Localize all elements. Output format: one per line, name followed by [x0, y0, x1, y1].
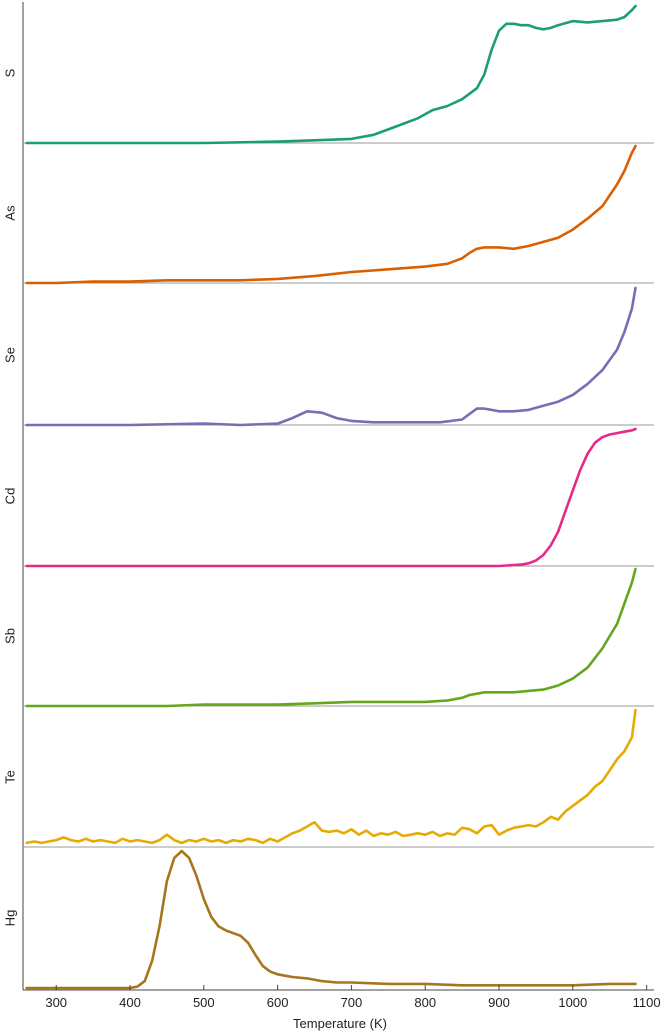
x-axis-label: Temperature (K) — [293, 1016, 387, 1031]
panel-as: As — [2, 144, 654, 285]
series-line-te — [25, 708, 637, 845]
x-axis: 300 400 500 600 700 800 900 1000 1100 — [23, 985, 661, 1010]
x-tick-label: 600 — [267, 995, 289, 1010]
panel-sb: Sb — [2, 567, 654, 708]
series-line-s — [25, 4, 637, 145]
series-label-te: Te — [2, 770, 17, 784]
series-label-as: As — [2, 205, 17, 221]
x-tick-label: 500 — [193, 995, 215, 1010]
x-tick-label: 400 — [119, 995, 141, 1010]
series-label-cd: Cd — [2, 488, 17, 505]
series-line-cd — [25, 427, 637, 568]
series-line-se — [25, 286, 637, 427]
x-tick-label: 1100 — [633, 995, 661, 1010]
x-tick-label: 1000 — [558, 995, 587, 1010]
panel-te: Te — [2, 708, 654, 848]
panel-s: S — [2, 4, 654, 145]
series-label-s: S — [2, 68, 17, 77]
x-tick-label: 900 — [488, 995, 510, 1010]
series-label-sb: Sb — [2, 628, 17, 644]
panel-hg: Hg — [2, 849, 637, 990]
series-line-sb — [25, 567, 637, 708]
series-line-as — [25, 144, 637, 285]
series-label-hg: Hg — [2, 910, 17, 927]
panel-se: Se — [2, 286, 654, 427]
x-tick-label: 700 — [341, 995, 363, 1010]
panels-group: S As Se Cd Sb Te Hg — [2, 2, 654, 990]
series-label-se: Se — [2, 347, 17, 363]
panel-cd: Cd — [2, 427, 654, 568]
x-tick-label: 300 — [45, 995, 67, 1010]
x-tick-label: 800 — [414, 995, 436, 1010]
series-line-hg — [25, 849, 637, 990]
